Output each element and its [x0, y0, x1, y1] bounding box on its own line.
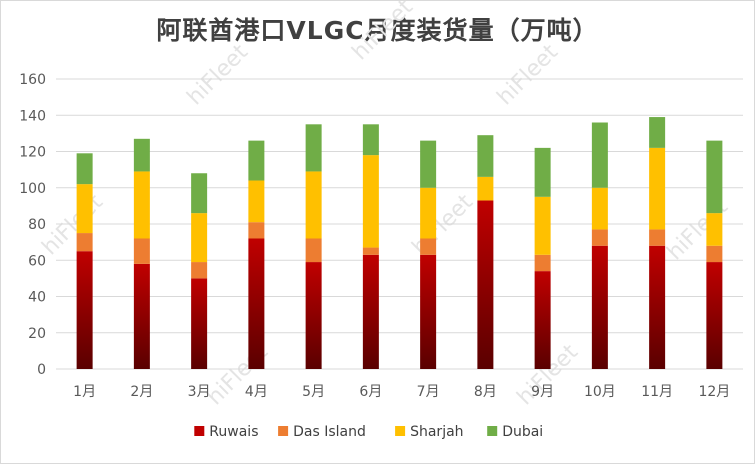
bar-segment: [305, 124, 322, 172]
chart-title: 阿联酋港口VLGC月度装货量（万吨）: [156, 16, 599, 45]
bar-segment: [591, 245, 608, 369]
bar-segment: [706, 245, 723, 263]
legend-label: Das Island: [293, 424, 366, 440]
legend-label: Sharjah: [410, 424, 463, 440]
x-tick-label: 11月: [641, 384, 673, 400]
y-tick-label: 80: [28, 217, 46, 233]
bar-segment: [591, 187, 608, 230]
x-tick-label: 4月: [245, 384, 268, 400]
x-tick-label: 6月: [359, 384, 382, 400]
y-tick-label: 120: [19, 145, 46, 161]
watermark-text: hiFleet: [38, 190, 109, 261]
legend-swatch: [395, 426, 406, 436]
bar-segment: [76, 233, 93, 252]
bar-segment: [133, 138, 150, 172]
bar-segment: [649, 229, 666, 246]
bar-segment: [420, 254, 437, 369]
x-tick-label: 12月: [698, 384, 730, 400]
bar-segment: [534, 271, 551, 369]
x-tick-label: 10月: [584, 384, 616, 400]
bar-segment: [248, 140, 265, 181]
legend-swatch: [194, 426, 205, 436]
watermark-text: hiFleet: [183, 40, 254, 111]
bar-segment: [248, 180, 265, 223]
bar-segment: [706, 262, 723, 369]
x-tick-label: 8月: [474, 384, 497, 400]
bar-segment: [305, 262, 322, 369]
y-tick-label: 160: [19, 72, 46, 88]
y-tick-label: 0: [37, 362, 46, 378]
bar-segment: [248, 238, 265, 369]
x-tick-label: 1月: [73, 384, 96, 400]
legend-label: Ruwais: [209, 424, 258, 440]
y-tick-label: 40: [28, 290, 46, 306]
bar-segment: [649, 147, 666, 230]
bar-segment: [133, 263, 150, 369]
bar-segment: [420, 187, 437, 239]
bar-segment: [133, 238, 150, 264]
x-tick-label: 7月: [417, 384, 440, 400]
bar-segment: [649, 245, 666, 369]
y-tick-label: 140: [19, 108, 46, 124]
legend-swatch: [278, 426, 289, 436]
bar-segment: [477, 135, 494, 177]
watermark-text: hiFleet: [348, 1, 419, 65]
bar-segment: [191, 278, 208, 369]
bar-segment: [305, 171, 322, 239]
bar-segment: [362, 254, 379, 369]
x-tick-label: 2月: [130, 384, 153, 400]
bar-segment: [76, 184, 93, 234]
bar-segment: [248, 222, 265, 239]
x-tick-label: 9月: [531, 384, 554, 400]
y-tick-label: 60: [28, 253, 46, 269]
bar-segment: [191, 262, 208, 279]
bar-segment: [706, 213, 723, 246]
watermark-text: hiFleet: [493, 40, 564, 111]
legend-swatch: [487, 426, 498, 436]
bar-segment: [362, 155, 379, 248]
bar-segment: [191, 213, 208, 263]
bar-segment: [534, 196, 551, 255]
bar-segment: [420, 140, 437, 188]
x-tick-label: 3月: [188, 384, 211, 400]
bar-segment: [305, 238, 322, 263]
y-tick-label: 20: [28, 326, 46, 342]
bar-segment: [477, 176, 494, 201]
bar-segment: [420, 238, 437, 255]
bar-segment: [477, 200, 494, 369]
bar-segment: [649, 117, 666, 148]
bar-segment: [76, 251, 93, 369]
bar-segment: [706, 140, 723, 214]
watermark-text: hiFleet: [408, 190, 479, 261]
bar-segment: [76, 153, 93, 185]
x-tick-label: 5月: [302, 384, 325, 400]
bar-segment: [133, 171, 150, 239]
bar-segment: [534, 254, 551, 272]
bar-segment: [362, 124, 379, 156]
y-tick-label: 100: [19, 181, 46, 197]
bar-segment: [534, 147, 551, 197]
bar-segment: [591, 122, 608, 188]
bar-segment: [591, 229, 608, 246]
bar-segment: [362, 247, 379, 255]
watermark-text: hiFleet: [663, 195, 734, 266]
bar-segment: [191, 173, 208, 214]
legend-label: Dubai: [502, 424, 543, 440]
